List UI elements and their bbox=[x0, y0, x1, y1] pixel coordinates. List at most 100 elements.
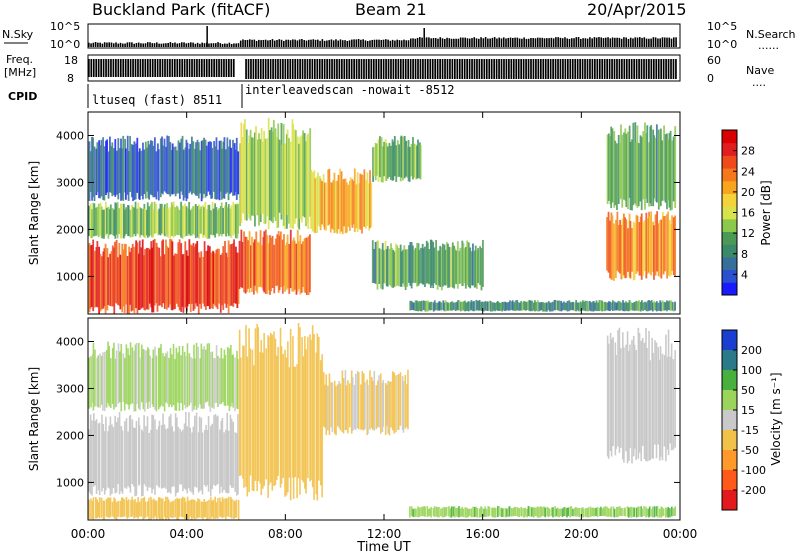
count-bar bbox=[385, 39, 387, 47]
power-cell bbox=[172, 201, 175, 238]
power-cell bbox=[381, 243, 384, 290]
power-cell bbox=[438, 250, 440, 286]
velocity-cell bbox=[342, 377, 345, 434]
power-cell bbox=[110, 251, 113, 307]
count-bar bbox=[604, 37, 607, 47]
power-cell bbox=[185, 206, 188, 236]
count-bar bbox=[301, 39, 303, 47]
velocity-cell bbox=[399, 372, 402, 426]
power-cell bbox=[372, 147, 375, 182]
power-cell bbox=[251, 137, 254, 216]
power-cell bbox=[240, 122, 243, 224]
power-cell bbox=[649, 216, 651, 274]
velocity-cell bbox=[481, 507, 483, 518]
count-bar bbox=[539, 37, 541, 47]
power-cell bbox=[282, 124, 285, 226]
power-cell bbox=[502, 301, 504, 311]
power-cell bbox=[169, 207, 172, 239]
count-bar bbox=[305, 40, 308, 47]
velocity-cell bbox=[216, 416, 218, 485]
freq-bar bbox=[431, 59, 434, 79]
power-cell bbox=[97, 203, 100, 238]
power-cell bbox=[173, 255, 176, 310]
velocity-colorbar-swatch bbox=[722, 390, 737, 411]
power-cell bbox=[475, 299, 478, 311]
freq-bar bbox=[628, 59, 631, 79]
power-cell bbox=[230, 244, 233, 306]
velocity-cell bbox=[186, 496, 189, 520]
power-cell bbox=[388, 143, 391, 177]
power-cell bbox=[347, 184, 350, 227]
freq-bar bbox=[657, 59, 660, 79]
power-cell bbox=[420, 301, 422, 312]
velocity-cell bbox=[197, 432, 200, 493]
power-cell bbox=[163, 254, 166, 309]
velocity-cell bbox=[301, 337, 303, 481]
velocity-cell bbox=[133, 350, 135, 412]
power-cell bbox=[640, 213, 643, 280]
power-cell bbox=[571, 301, 574, 311]
count-bar bbox=[317, 39, 319, 47]
freq-bar bbox=[205, 59, 208, 77]
count-bar bbox=[602, 38, 605, 47]
velocity-cell bbox=[151, 414, 153, 494]
freq-bar bbox=[652, 59, 655, 79]
velocity-cell bbox=[105, 498, 108, 517]
velocity-cell bbox=[150, 429, 152, 488]
velocity-cell bbox=[319, 360, 322, 486]
power-cell bbox=[605, 302, 608, 311]
power-cell bbox=[446, 242, 448, 284]
power-cell bbox=[148, 206, 151, 237]
power-cell bbox=[546, 302, 548, 312]
velocity-cell bbox=[185, 412, 187, 490]
power-cell bbox=[656, 211, 659, 272]
count-bar bbox=[140, 43, 142, 47]
velocity-cell bbox=[92, 342, 95, 411]
power-cell bbox=[604, 301, 607, 311]
power-cell bbox=[92, 202, 95, 237]
velocity-cell bbox=[526, 508, 528, 518]
count-bar bbox=[226, 43, 228, 47]
power-cell bbox=[505, 302, 507, 311]
count-bar bbox=[221, 43, 224, 47]
power-cell bbox=[465, 302, 468, 312]
power-cell bbox=[98, 246, 101, 314]
velocity-cell bbox=[494, 507, 497, 518]
velocity-cell bbox=[468, 508, 471, 516]
velocity-cell bbox=[183, 497, 186, 520]
power-cell bbox=[405, 140, 408, 177]
freq-bar bbox=[277, 59, 279, 79]
count-bar bbox=[382, 39, 385, 47]
count-bar bbox=[391, 39, 394, 47]
cpid-2-label: interleavedscan -nowait -8512 bbox=[245, 83, 455, 97]
velocity-cell bbox=[251, 349, 254, 491]
freq-bar bbox=[458, 59, 461, 79]
count-bar bbox=[509, 37, 512, 47]
velocity-cell bbox=[567, 507, 570, 517]
power-cell bbox=[147, 247, 150, 310]
power-cell bbox=[447, 302, 450, 311]
power-cell bbox=[88, 141, 91, 201]
freq-bar bbox=[535, 59, 537, 79]
velocity-cell bbox=[658, 360, 661, 461]
velocity-cell bbox=[390, 381, 392, 428]
velocity-cell bbox=[339, 383, 342, 431]
freq-bar bbox=[110, 59, 112, 77]
velocity-cell bbox=[150, 496, 152, 520]
power-cell bbox=[161, 240, 163, 308]
velocity-cell bbox=[448, 506, 450, 517]
power-cell bbox=[170, 239, 173, 310]
velocity-cell bbox=[213, 415, 215, 485]
power-cell bbox=[194, 148, 196, 195]
power-cell bbox=[117, 257, 120, 306]
velocity-cell bbox=[412, 508, 414, 518]
count-bar bbox=[115, 42, 117, 47]
power-cell bbox=[577, 302, 580, 312]
velocity-cell bbox=[667, 329, 670, 456]
power-cell bbox=[288, 138, 290, 224]
count-bar bbox=[276, 39, 278, 47]
count-bar bbox=[421, 37, 423, 47]
power-cell bbox=[379, 136, 381, 178]
power-cell bbox=[414, 144, 417, 180]
count-bar bbox=[346, 40, 349, 47]
